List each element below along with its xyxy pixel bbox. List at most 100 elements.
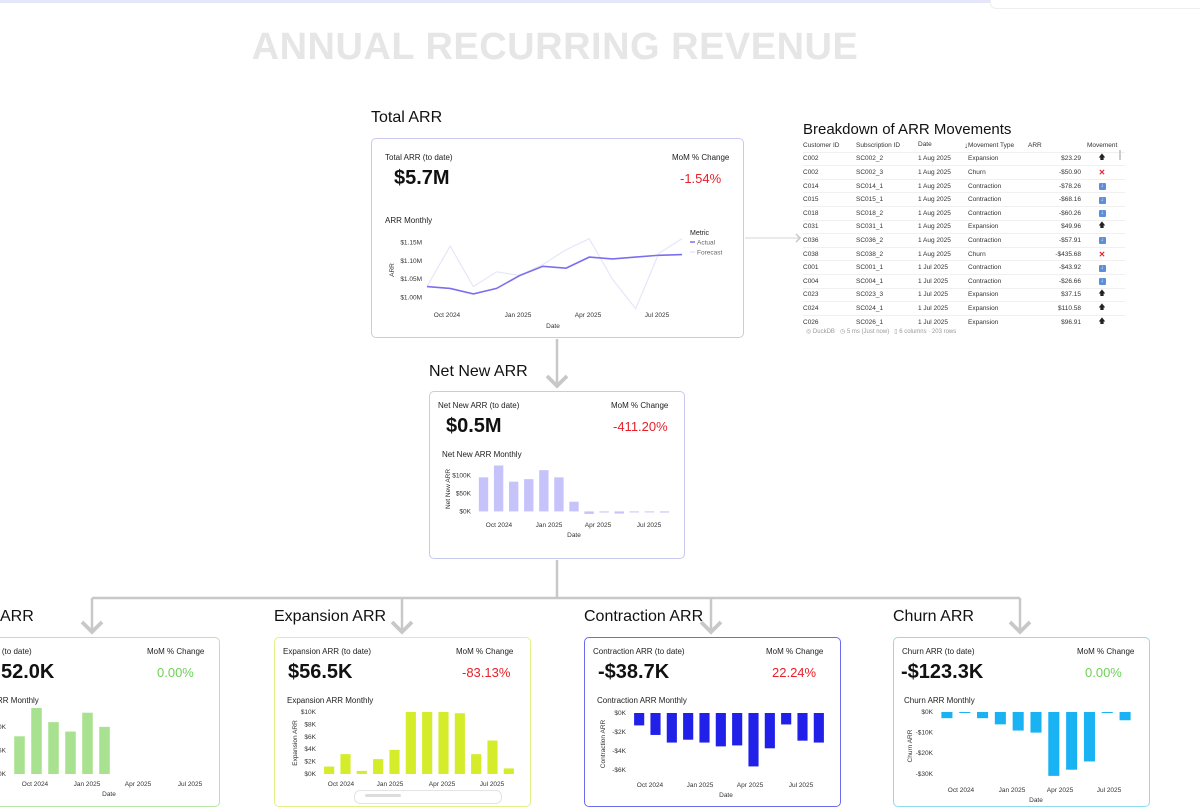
y-tick-label: -$30K <box>916 771 934 778</box>
y-tick-label: $6K <box>304 734 316 741</box>
table-scrollbar[interactable] <box>1119 150 1121 160</box>
bar <box>422 712 433 774</box>
table-row[interactable]: C024 SC024_1 1 Jul 2025 Expansion $110.58 🡅 <box>803 302 1125 316</box>
chart-title: Expansion ARR Monthly <box>287 696 374 705</box>
table-cell: $49.96 <box>1061 223 1081 231</box>
table-cell: SC023_3 <box>856 291 884 299</box>
change-value: -411.20% <box>613 419 668 434</box>
col-customer-id[interactable]: Customer ID <box>803 141 840 149</box>
table-cell: Contraction <box>968 277 1002 285</box>
bar <box>1083 712 1095 762</box>
arr-movements-table[interactable]: Customer ID Subscription ID Date ↓ Moveme… <box>803 139 1125 326</box>
table-row[interactable]: C001 SC001_1 1 Jul 2025 Contraction -$43.92 ↓ <box>803 261 1125 275</box>
card-label: Contraction ARR (to date) <box>593 647 685 656</box>
arrow-down-icon: ↓ <box>1098 237 1106 245</box>
table-row[interactable]: C018 SC018_2 1 Aug 2025 Contraction -$60.26 ↓ <box>803 207 1125 221</box>
bar <box>732 713 743 746</box>
x-tick-label: Jan 2025 <box>74 781 101 788</box>
table-row[interactable]: C004 SC004_1 1 Jul 2025 Contraction -$26.66 ↓ <box>803 275 1125 289</box>
change-value: -1.54% <box>680 171 722 186</box>
page-title: ANNUAL RECURRING REVENUE <box>251 26 859 68</box>
table-cell: C004 <box>803 277 819 285</box>
table-body[interactable]: C002 SC002_2 1 Aug 2025 Expansion $23.29 🡅 C00… <box>803 153 1125 326</box>
y-tick-label: $0K <box>304 771 316 778</box>
x-tick-label: Apr 2025 <box>125 781 152 788</box>
y-tick-label: -$10K <box>916 730 934 737</box>
card-value: $56.5K <box>288 661 353 683</box>
bar <box>699 713 710 743</box>
table-cell: -$43.92 <box>1058 264 1081 272</box>
database-icon: ◎ <box>806 329 812 335</box>
table-cell: Contraction <box>968 209 1002 217</box>
table-cell: C024 <box>803 304 819 312</box>
bar <box>748 713 759 767</box>
table-row[interactable]: C014 SC014_1 1 Aug 2025 Contraction -$78.26 ↓ <box>803 180 1125 194</box>
x-tick-label: Jul 2025 <box>480 781 505 788</box>
table-row[interactable]: C015 SC015_1 1 Aug 2025 Contraction -$68.16 ↓ <box>803 193 1125 207</box>
x-tick-label: Apr 2025 <box>1047 787 1074 794</box>
col-subscription-id[interactable]: Subscription ID <box>856 141 901 149</box>
bar <box>764 713 775 749</box>
arrow-up-icon: 🡅 <box>1098 317 1106 325</box>
table-cell: SC026_1 <box>856 318 884 326</box>
arrow-up-icon: 🡅 <box>1098 154 1106 162</box>
table-row[interactable]: C023 SC023_3 1 Jul 2025 Expansion $37.15 🡅 <box>803 289 1125 303</box>
table-cell: C026 <box>803 318 819 326</box>
table-row[interactable]: C002 SC002_3 1 Aug 2025 Churn -$50.90 ✕ <box>803 166 1125 180</box>
table-cell: Contraction <box>968 264 1002 272</box>
col-movement-type[interactable]: Movement Type <box>968 141 1015 149</box>
x-tick-label: Jan 2025 <box>536 522 563 529</box>
x-tick-label: Jul 2025 <box>1097 787 1122 794</box>
arrow-down-icon: ↓ <box>1098 183 1106 191</box>
bar <box>941 712 953 719</box>
bar <box>1066 712 1078 770</box>
bar <box>797 713 808 741</box>
chart-net-new-arr: $0K $50K $100K Oct 2024 Jan 2025 Apr 2025 Jul … <box>445 465 670 539</box>
bar <box>644 511 655 513</box>
table-cell: C038 <box>803 250 819 258</box>
table-cell: -$26.66 <box>1058 277 1081 285</box>
table-row[interactable]: C038 SC038_2 1 Aug 2025 Churn -$435.68 ✕ <box>803 248 1125 262</box>
table-row[interactable]: C036 SC036_2 1 Aug 2025 Contraction -$57.91 ↓ <box>803 234 1125 248</box>
card-label: Expansion ARR (to date) <box>283 647 372 656</box>
bar <box>487 740 498 774</box>
table-cell: C015 <box>803 196 819 204</box>
change-label: MoM % Change <box>672 153 730 162</box>
x-tick-label: Oct 2024 <box>434 312 461 319</box>
footer-timing: 5 ms (Just now) <box>846 329 890 335</box>
series-line-actual <box>426 253 683 295</box>
arrow-up-icon: 🡅 <box>1098 222 1106 230</box>
table-cell: $23.29 <box>1061 155 1081 163</box>
bar <box>454 713 465 774</box>
card-label: r (to date) <box>0 647 32 656</box>
col-arr[interactable]: ARR <box>1028 141 1042 149</box>
y-tick-label: $100K <box>452 473 471 480</box>
bar <box>1119 712 1131 721</box>
table-row[interactable]: C026 SC026_1 1 Jul 2025 Expansion $96.91 🡅 <box>803 316 1125 326</box>
bottom-toolbar[interactable] <box>354 790 502 804</box>
x-tick-label: Apr 2025 <box>575 312 602 319</box>
table-cell: 1 Jul 2025 <box>918 318 948 326</box>
table-cell: 1 Aug 2025 <box>918 209 951 217</box>
y-tick-label: $10K <box>0 724 7 731</box>
table-cell: -$435.68 <box>1055 250 1081 258</box>
y-tick-label: -$4K <box>612 748 626 755</box>
top-right-panel <box>990 0 1200 9</box>
sort-desc-icon: ↓ <box>964 140 968 150</box>
table-cell: 1 Aug 2025 <box>918 250 951 258</box>
arrow-down-icon: ↓ <box>1098 210 1106 218</box>
x-tick-label: Jul 2025 <box>645 312 670 319</box>
col-date[interactable]: Date ↓ <box>918 141 968 150</box>
table-cell: Expansion <box>968 223 999 231</box>
col-movement[interactable]: Movement <box>1087 141 1118 149</box>
bar <box>509 481 519 512</box>
bar <box>65 731 76 774</box>
section-title-contraction: Contraction ARR <box>584 608 704 625</box>
bar <box>634 713 645 726</box>
table-cell: Contraction <box>968 236 1002 244</box>
change-value: 22.24% <box>772 665 817 680</box>
top-border <box>0 0 990 3</box>
table-cell: SC002_3 <box>856 168 884 176</box>
table-row[interactable]: C002 SC002_2 1 Aug 2025 Expansion $23.29 🡅 <box>803 153 1125 167</box>
table-row[interactable]: C031 SC031_1 1 Aug 2025 Expansion $49.96 🡅 <box>803 221 1125 235</box>
